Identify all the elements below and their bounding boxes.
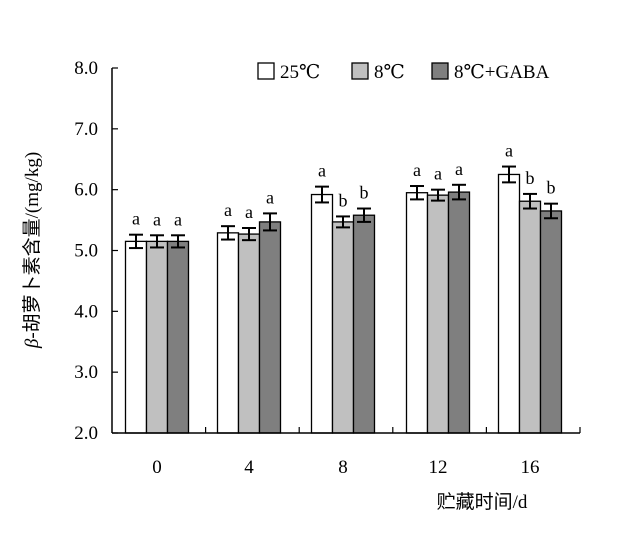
bar bbox=[124, 240, 148, 434]
x-tick-label: 12 bbox=[429, 457, 448, 478]
x-tick-label: 16 bbox=[521, 457, 540, 478]
legend-swatch bbox=[431, 62, 449, 80]
significance-label: a bbox=[505, 141, 513, 161]
significance-label: a bbox=[318, 161, 326, 181]
significance-label: b bbox=[339, 190, 348, 210]
bar bbox=[258, 221, 282, 434]
y-tick-label: 7.0 bbox=[74, 119, 98, 140]
bar bbox=[518, 200, 542, 434]
significance-label: a bbox=[132, 209, 140, 229]
significance-label: b bbox=[547, 178, 556, 198]
significance-label: a bbox=[224, 200, 232, 220]
legend-swatch bbox=[257, 62, 275, 80]
y-tick-label: 6.0 bbox=[74, 180, 98, 201]
significance-label: a bbox=[434, 164, 442, 184]
significance-label: a bbox=[266, 187, 274, 207]
bar bbox=[426, 194, 450, 434]
y-tick-label: 3.0 bbox=[74, 362, 98, 383]
y-tick-label: 8.0 bbox=[74, 58, 98, 79]
bar bbox=[539, 210, 563, 434]
y-axis-label: β-胡萝卜素含量/(mg/kg) bbox=[21, 152, 43, 349]
legend-swatch bbox=[351, 62, 369, 80]
y-tick-label: 4.0 bbox=[74, 301, 98, 322]
bar bbox=[352, 214, 376, 434]
legend-label: 8℃ bbox=[374, 62, 405, 83]
bar bbox=[331, 221, 355, 434]
significance-label: a bbox=[413, 160, 421, 180]
x-ticks-group: 0 4 8 12 16 bbox=[152, 427, 581, 478]
bar bbox=[237, 233, 261, 434]
bar bbox=[166, 240, 190, 434]
significance-label: b bbox=[526, 168, 535, 188]
x-axis-label: 贮藏时间/d bbox=[437, 491, 528, 513]
bar bbox=[497, 173, 521, 434]
significance-label: a bbox=[153, 209, 161, 229]
y-ticks-group: 2.0 3.0 4.0 5.0 6.0 7.0 8.0 bbox=[74, 58, 118, 444]
y-axis-label-greek: β bbox=[22, 338, 43, 349]
bar bbox=[405, 192, 429, 434]
significance-label: a bbox=[174, 209, 182, 229]
significance-label: b bbox=[360, 183, 369, 203]
error-bars-group bbox=[129, 165, 558, 250]
bar bbox=[216, 232, 240, 434]
legend: 25℃ 8℃ 8℃+GABA bbox=[257, 62, 550, 83]
significance-labels-group: a aa aaa aba baa bab bbox=[132, 141, 556, 230]
bar bbox=[447, 191, 471, 434]
significance-label: a bbox=[245, 202, 253, 222]
bar bbox=[145, 240, 169, 434]
legend-label: 25℃ bbox=[280, 62, 320, 83]
bar bbox=[310, 193, 334, 434]
x-tick-label: 0 bbox=[152, 457, 162, 478]
y-tick-label: 5.0 bbox=[74, 241, 98, 262]
significance-label: a bbox=[455, 159, 463, 179]
y-tick-label: 2.0 bbox=[74, 423, 98, 444]
bars-group bbox=[124, 173, 563, 434]
legend-label: 8℃+GABA bbox=[454, 62, 550, 83]
x-tick-label: 8 bbox=[338, 457, 348, 478]
y-axis-label-text: -胡萝卜素含量/(mg/kg) bbox=[21, 152, 43, 339]
x-tick-label: 4 bbox=[244, 457, 254, 478]
